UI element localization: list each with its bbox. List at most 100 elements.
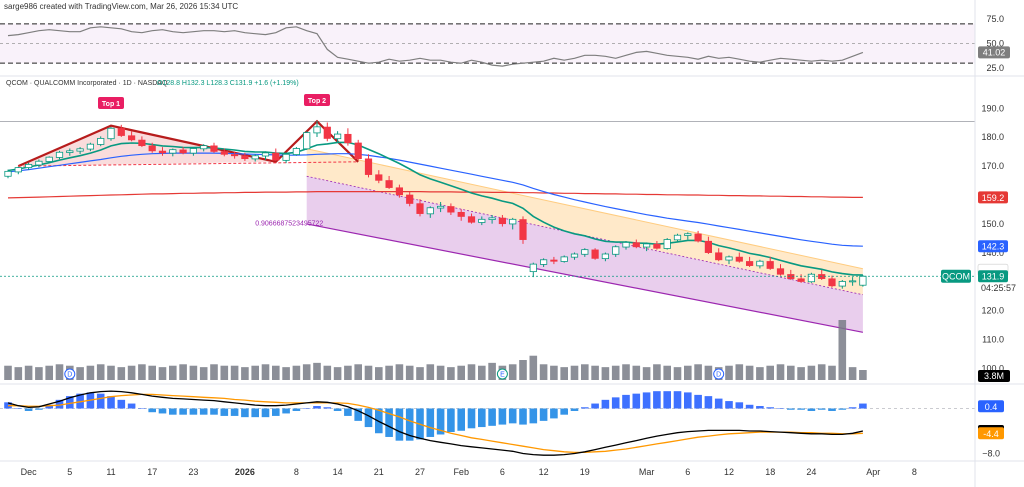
candle [86, 142, 94, 152]
volume-bar [611, 365, 620, 380]
volume-value-label: 3.8M [984, 371, 1004, 381]
volume-bar [766, 365, 774, 380]
macd-hist-bar [756, 406, 764, 409]
candle-body [715, 252, 723, 261]
rsi-value-label: 41.02 [983, 47, 1006, 57]
candle-body [24, 164, 33, 168]
candle [591, 248, 599, 260]
candle [138, 136, 146, 148]
candle-body [756, 260, 764, 267]
macd-hist-bar [333, 408, 342, 411]
candle-body [632, 242, 640, 248]
candle-body [426, 207, 434, 215]
candle [375, 170, 383, 184]
macd-hist-bar [560, 408, 568, 415]
volume-bar [344, 365, 352, 380]
macd-hist-bar [539, 408, 548, 421]
candle-body [200, 145, 208, 150]
price-tick-label: 190.0 [981, 103, 1004, 113]
candle-body [838, 281, 846, 287]
candle [14, 166, 22, 175]
macd-hist-bar [35, 408, 43, 410]
candle-body [272, 152, 280, 161]
volume-bar [704, 365, 713, 380]
candle [601, 252, 610, 262]
macd-hist-bar [529, 408, 538, 424]
candle [509, 217, 517, 230]
rsi-pane: 75.0 50.0 25.0 41.02 [0, 14, 1010, 73]
candle-body [107, 127, 115, 140]
channel-lower-line [306, 223, 864, 333]
candle-body [570, 253, 579, 258]
candle [478, 216, 486, 226]
candle [282, 152, 290, 163]
candle [756, 259, 764, 269]
macd-hist-bar [622, 394, 630, 409]
volume-bar [323, 365, 332, 380]
candle-body [179, 149, 187, 154]
candle [333, 131, 342, 143]
macd-hist-bar [859, 403, 867, 409]
macd-hist-bar [776, 408, 785, 409]
volume-bar [333, 367, 342, 380]
candle [303, 131, 311, 150]
x-axis-label: 8 [912, 467, 917, 477]
price-badge [978, 191, 1008, 204]
volume-bar [478, 365, 486, 380]
volume-bar [313, 362, 321, 380]
volume-bar [684, 365, 692, 380]
candle [200, 144, 208, 152]
macd-pane: −8.0 0.4-4.0-4.4 [0, 383, 1024, 459]
candle-body [4, 170, 12, 177]
price-tick-label: 120.0 [981, 306, 1004, 316]
candle [436, 201, 445, 213]
volume-bar [828, 365, 836, 380]
candle [776, 264, 785, 276]
x-axis-label: Mar [639, 467, 655, 477]
candle-body [364, 158, 373, 175]
macd-hist-bar [107, 396, 115, 409]
macd-hist-bar [663, 391, 671, 409]
candle [632, 239, 640, 249]
macd-hist-bar [127, 403, 136, 409]
svg-text:D: D [67, 372, 72, 379]
candle [849, 277, 857, 286]
rsi-tick-label: 75.0 [986, 14, 1004, 24]
candle-body [746, 261, 754, 266]
candle [148, 142, 156, 153]
macd-hist-bar [570, 408, 579, 411]
volume-bar [292, 365, 301, 380]
x-axis-label: 21 [374, 467, 384, 477]
candle-body [210, 145, 218, 152]
macd-hist-bar [838, 408, 847, 410]
macd-hist-bar [272, 408, 280, 416]
volume-bar [14, 367, 23, 380]
volume-bar [354, 364, 362, 380]
volume-bar [364, 365, 373, 380]
volume-bar [4, 365, 12, 380]
candle [622, 240, 630, 250]
candle-body [35, 160, 43, 166]
candle-body [282, 153, 290, 161]
volume-value-box [978, 370, 1010, 382]
candle-body [241, 155, 249, 160]
price-tick-label: 110.0 [982, 335, 1004, 345]
macd-hist-bar [436, 408, 445, 435]
volume-bar [86, 365, 95, 380]
volume-bar [179, 364, 187, 380]
candle-body [694, 233, 702, 242]
macd-hist-bar [684, 392, 692, 409]
candle [447, 203, 455, 215]
candle-body [447, 206, 455, 213]
volume-bar [663, 365, 671, 380]
candle-body [138, 139, 146, 147]
volume-bar [859, 370, 867, 380]
candle-body [261, 152, 270, 157]
macd-hist-bar [76, 393, 84, 409]
volume-bar [694, 364, 702, 380]
candle-body [395, 187, 404, 196]
candle [735, 252, 743, 263]
candle [241, 152, 249, 161]
candle [807, 272, 816, 283]
